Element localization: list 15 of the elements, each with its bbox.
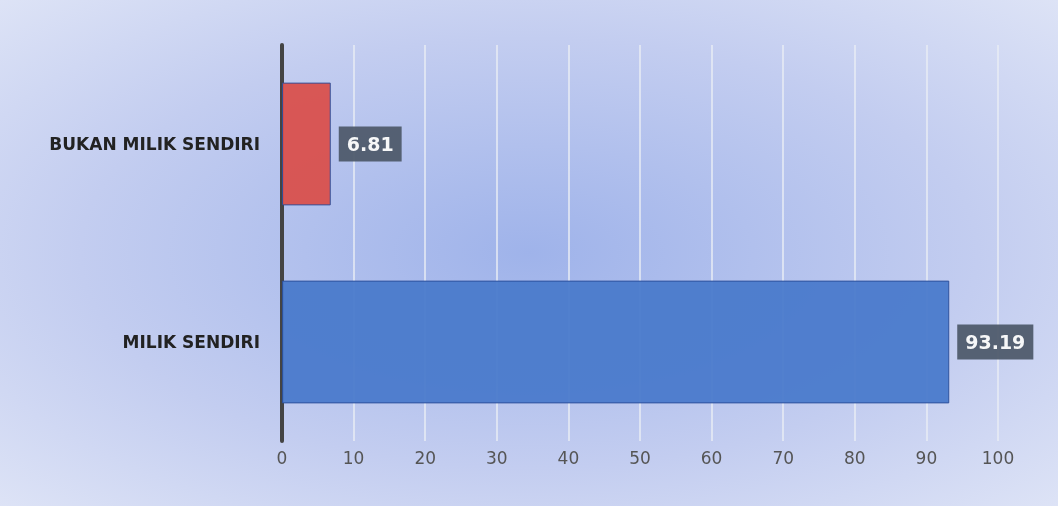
x-tick-label: 60 xyxy=(700,447,723,468)
data-label: 93.19 xyxy=(965,331,1026,353)
x-tick-label: 30 xyxy=(485,447,508,468)
x-tick-label: 20 xyxy=(414,447,437,468)
x-tick-label: 80 xyxy=(843,447,866,468)
x-tick-label: 40 xyxy=(557,447,580,468)
x-tick-label: 100 xyxy=(981,447,1015,468)
x-tick-label: 50 xyxy=(629,447,651,468)
x-tick-label: 10 xyxy=(342,447,365,468)
x-tick-label: 90 xyxy=(915,447,938,468)
data-label: 6.81 xyxy=(346,133,394,155)
x-tick-label: 70 xyxy=(772,447,795,468)
y-tick-label: MILIK SENDIRI xyxy=(122,332,260,352)
y-tick-label: BUKAN MILIK SENDIRI xyxy=(49,134,260,154)
x-tick-label: 0 xyxy=(276,447,288,468)
